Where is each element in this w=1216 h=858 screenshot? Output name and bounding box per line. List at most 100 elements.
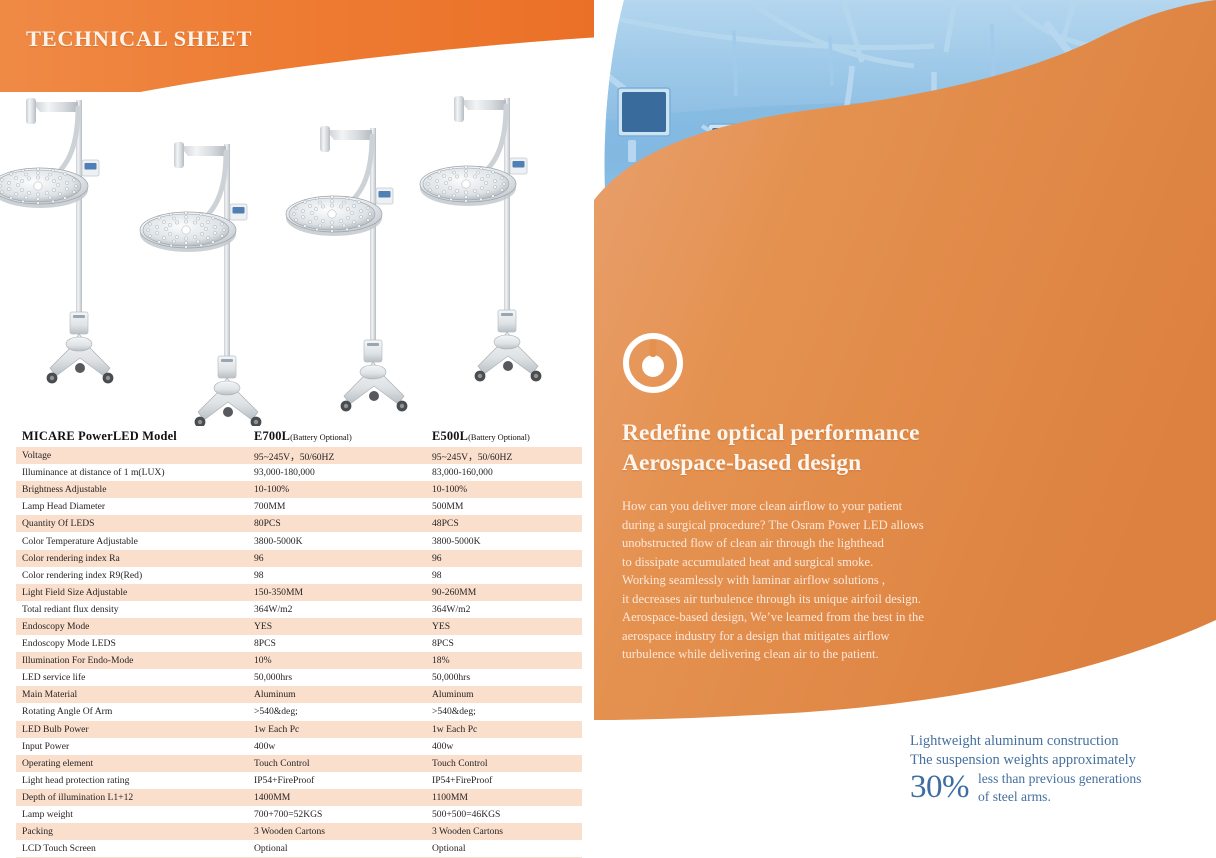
surgical-lights-illustration	[0, 92, 598, 432]
table-row: Endoscopy Mode YES YES	[16, 617, 582, 636]
lamp-unit-2	[140, 142, 261, 427]
table-row: Color rendering index Ra 96 96	[16, 549, 582, 567]
or-photo-clipped	[604, 0, 1216, 345]
table-row: LED service life 50,000hrs 50,000hrs	[16, 669, 582, 687]
header-note-e700l: (Battery Optional)	[290, 433, 352, 442]
spec-value-e700l: 50,000hrs	[254, 672, 293, 684]
table-row: Main Material Aluminum Aluminum	[16, 686, 582, 704]
spec-value-e500l: 500MM	[432, 501, 464, 513]
spec-value-e700l: YES	[254, 620, 273, 632]
table-row: Depth of illumination L1+12 1400MM 1100MM	[16, 788, 582, 806]
table-row: LCD Touch Screen Optional Optional	[16, 840, 582, 858]
table-row: Lamp weight 700+700=52KGS 500+500=46KGS	[16, 805, 582, 824]
spec-label: Lamp weight	[22, 809, 73, 821]
blurb-line-6: it decreases air turbulence through its …	[622, 591, 922, 606]
table-row: Color Temperature Adjustable 3800-5000K 38…	[16, 532, 582, 550]
lamp-unit-4	[420, 96, 541, 381]
operating-room-illustration	[604, 0, 1216, 345]
operating-room-photo	[594, 0, 1216, 345]
power-ring-logo-icon	[623, 333, 683, 393]
callout-tail-line-2: of steel arms.	[978, 788, 1051, 804]
blurb-line-5: Working seamlessly with laminar airflow …	[622, 573, 886, 587]
spec-label: Main Material	[22, 689, 78, 701]
spec-value-e700l: 700+700=52KGS	[254, 809, 323, 821]
spec-label: Input Power	[22, 740, 70, 752]
product-photo	[0, 92, 598, 432]
spec-value-e700l: >540&deg;	[254, 706, 298, 718]
header-band-shape	[0, 0, 598, 118]
spec-value-e500l: IP54+FireProof	[432, 774, 493, 786]
header-cell-e500l: E500L(Battery Optional)	[428, 426, 582, 447]
header-model-e700l: E700L	[254, 429, 291, 443]
page-title: TECHNICAL SHEET	[26, 26, 253, 51]
spec-label: Endoscopy Mode	[22, 620, 90, 632]
table-row: Voltage 95~245V，50/60HZ 95~245V，50/60HZ	[16, 447, 582, 465]
table-row: Total rediant flux density 364W/m2 364W/m2	[16, 600, 582, 618]
spec-value-e700l: 8PCS	[254, 638, 276, 650]
spec-label: LED service life	[22, 672, 86, 684]
spec-value-e500l: 18%	[432, 655, 450, 667]
power-ring-logo	[622, 332, 684, 394]
spec-value-e500l: 50,000hrs	[432, 672, 471, 684]
spec-value-e500l: 83,000-160,000	[432, 467, 493, 479]
spec-label: Color rendering index Ra	[22, 552, 120, 564]
blurb-line-7: Aerospace-based design, We’ve learned fr…	[622, 610, 924, 624]
spec-value-e500l: 96	[432, 552, 442, 564]
spec-value-e500l: 90-260MM	[432, 586, 477, 598]
lamp-unit-1	[0, 98, 113, 383]
callout-line-2: The suspension weights approximately	[910, 751, 1136, 768]
spec-value-e500l: 10-100%	[432, 484, 468, 496]
callout-tail-line-1: less than previous generations	[978, 771, 1142, 787]
spec-label: Rotating Angle Of Arm	[22, 706, 113, 718]
left-column: TECHNICAL SHEET	[0, 0, 598, 858]
blurb-paragraph: How can you deliver more clean airflow t…	[622, 497, 1022, 664]
spec-label: Operating element	[22, 757, 94, 769]
spec-value-e700l: 700MM	[254, 501, 286, 513]
spec-value-e700l: Touch Control	[254, 757, 310, 769]
spec-value-e700l: Aluminum	[254, 689, 296, 701]
table-row: Light head protection rating IP54+FirePro…	[16, 771, 582, 789]
spec-value-e500l: Touch Control	[432, 757, 488, 769]
callout-percent: 30%	[910, 769, 970, 806]
spec-value-e700l: 96	[254, 552, 264, 564]
spec-label: LED Bulb Power	[22, 723, 89, 735]
table-row: Brightness Adjustable 10-100% 10-100%	[16, 481, 582, 499]
spec-label: Illumination For Endo-Mode	[22, 655, 134, 667]
spec-table-body: MICARE PowerLED Model E700L(Battery Opti…	[16, 426, 582, 858]
headline-line-1: Redefine optical performance	[622, 420, 920, 446]
spec-label: Endoscopy Mode LEDS	[22, 638, 116, 650]
table-row: Quantity Of LEDS 80PCS 48PCS	[16, 515, 582, 533]
spec-value-e700l: 10%	[254, 655, 272, 667]
table-row: Lamp Head Diameter 700MM 500MM	[16, 498, 582, 516]
spec-label: Illuminance at distance of 1 m(LUX)	[22, 467, 165, 479]
spec-value-e700l: 3800-5000K	[254, 535, 303, 547]
callout-figure-row: 30% less than previous generations of st…	[910, 770, 1210, 805]
blurb-line-1: How can you deliver more clean airflow t…	[622, 499, 903, 513]
blurb-line-3: unobstructed flow of clean air through t…	[622, 536, 884, 550]
spec-value-e700l: 1400MM	[254, 791, 291, 803]
spec-label: Color rendering index R9(Red)	[22, 569, 143, 581]
spec-value-e500l: Optional	[432, 843, 466, 855]
spec-label: LCD Touch Screen	[22, 843, 96, 855]
table-row: Endoscopy Mode LEDS 8PCS 8PCS	[16, 635, 582, 653]
spec-value-e700l: Optional	[254, 843, 288, 855]
table-row: Packing 3 Wooden Cartons 3 Wooden Cartons	[16, 823, 582, 841]
blurb-line-2: during a surgical procedure? The Osram P…	[622, 517, 924, 532]
spec-value-e500l: 400w	[432, 740, 454, 752]
headline: Redefine optical performance Aerospace-b…	[622, 418, 1042, 478]
blurb-line-9: turbulence while delivering clean air to…	[622, 647, 879, 661]
spec-value-e700l: 10-100%	[254, 484, 290, 496]
table-row: LED Bulb Power 1w Each Pc 1w Each Pc	[16, 720, 582, 738]
table-row: Illumination For Endo-Mode 10% 18%	[16, 652, 582, 670]
spec-value-e700l: 364W/m2	[254, 603, 293, 615]
spec-label: Brightness Adjustable	[22, 484, 107, 496]
headline-line-2: Aerospace-based design	[622, 450, 862, 477]
spec-value-e700l: 150-350MM	[254, 586, 304, 598]
spec-value-e500l: 500+500=46KGS	[432, 809, 501, 821]
spec-label: Light head protection rating	[22, 774, 130, 786]
table-row: Rotating Angle Of Arm >540&deg; >540&deg;	[16, 703, 582, 721]
table-row: Light Field Size Adjustable 150-350MM 90-2…	[16, 583, 582, 601]
spec-label: Quantity Of LEDS	[22, 518, 95, 530]
spec-label: Light Field Size Adjustable	[22, 586, 128, 598]
